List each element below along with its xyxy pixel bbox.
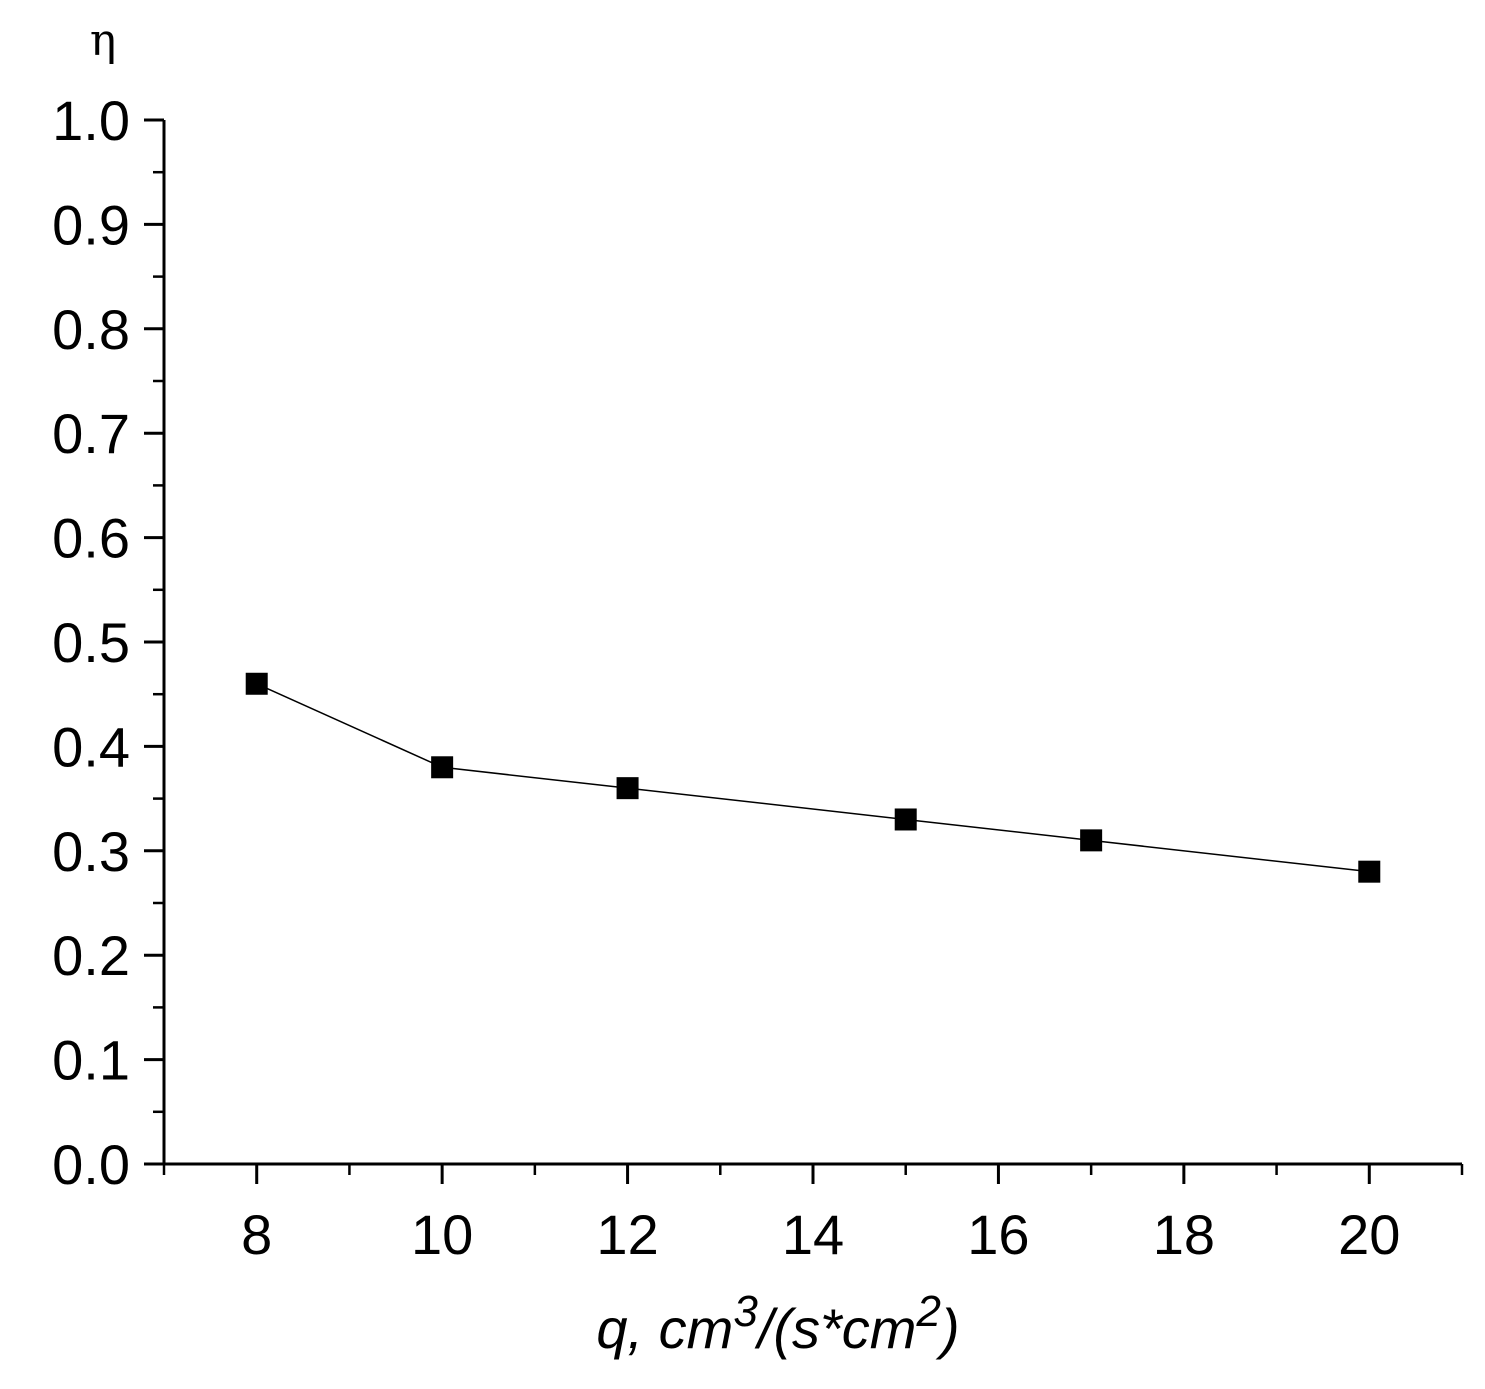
x-tick-label: 18: [1153, 1203, 1215, 1266]
data-point-marker: [1358, 860, 1381, 883]
data-point-marker: [431, 756, 454, 779]
x-axis-label-superscript: 3: [733, 1287, 758, 1336]
x-tick-label: 8: [241, 1203, 272, 1266]
y-tick-label: 0.7: [52, 402, 130, 465]
data-point-marker: [1080, 829, 1103, 852]
x-axis-label-superscript: 2: [915, 1287, 940, 1336]
y-tick-label: 0.3: [52, 820, 130, 883]
x-tick-label: 10: [411, 1203, 473, 1266]
series: [245, 672, 1381, 883]
y-tick-label: 0.0: [52, 1133, 130, 1196]
x-axis-label-part: /(s*cm: [754, 1297, 917, 1360]
y-tick-label: 0.6: [52, 507, 130, 570]
data-point-marker: [894, 808, 917, 831]
data-point-marker: [245, 672, 268, 695]
y-axis-label: η: [90, 15, 116, 66]
x-axis-label-part: q, cm: [596, 1297, 733, 1360]
series-line: [256, 683, 1370, 873]
y-tick-label: 0.2: [52, 924, 130, 987]
y-tick-label: 0.1: [52, 1029, 130, 1092]
tick-labels: 0.0 0.1 0.2 0.3 0.4 0.5 0.6 0.7 0.8 0.9 1.0 8 10 12 14…: [52, 89, 1400, 1266]
y-tick-label: 0.5: [52, 611, 130, 674]
x-tick-label: 16: [967, 1203, 1029, 1266]
y-tick-label: 1.0: [52, 89, 130, 152]
y-tick-label: 0.9: [52, 193, 130, 256]
x-axis-label: q, cm3/(s*cm2): [596, 1287, 959, 1360]
ticks: [144, 118, 1464, 1184]
axes: [162, 120, 1462, 1166]
x-tick-label: 12: [596, 1203, 658, 1266]
x-tick-label: 14: [782, 1203, 844, 1266]
x-tick-label: 20: [1338, 1203, 1400, 1266]
data-point-marker: [616, 777, 639, 800]
y-tick-label: 0.8: [52, 298, 130, 361]
y-tick-label: 0.4: [52, 715, 130, 778]
